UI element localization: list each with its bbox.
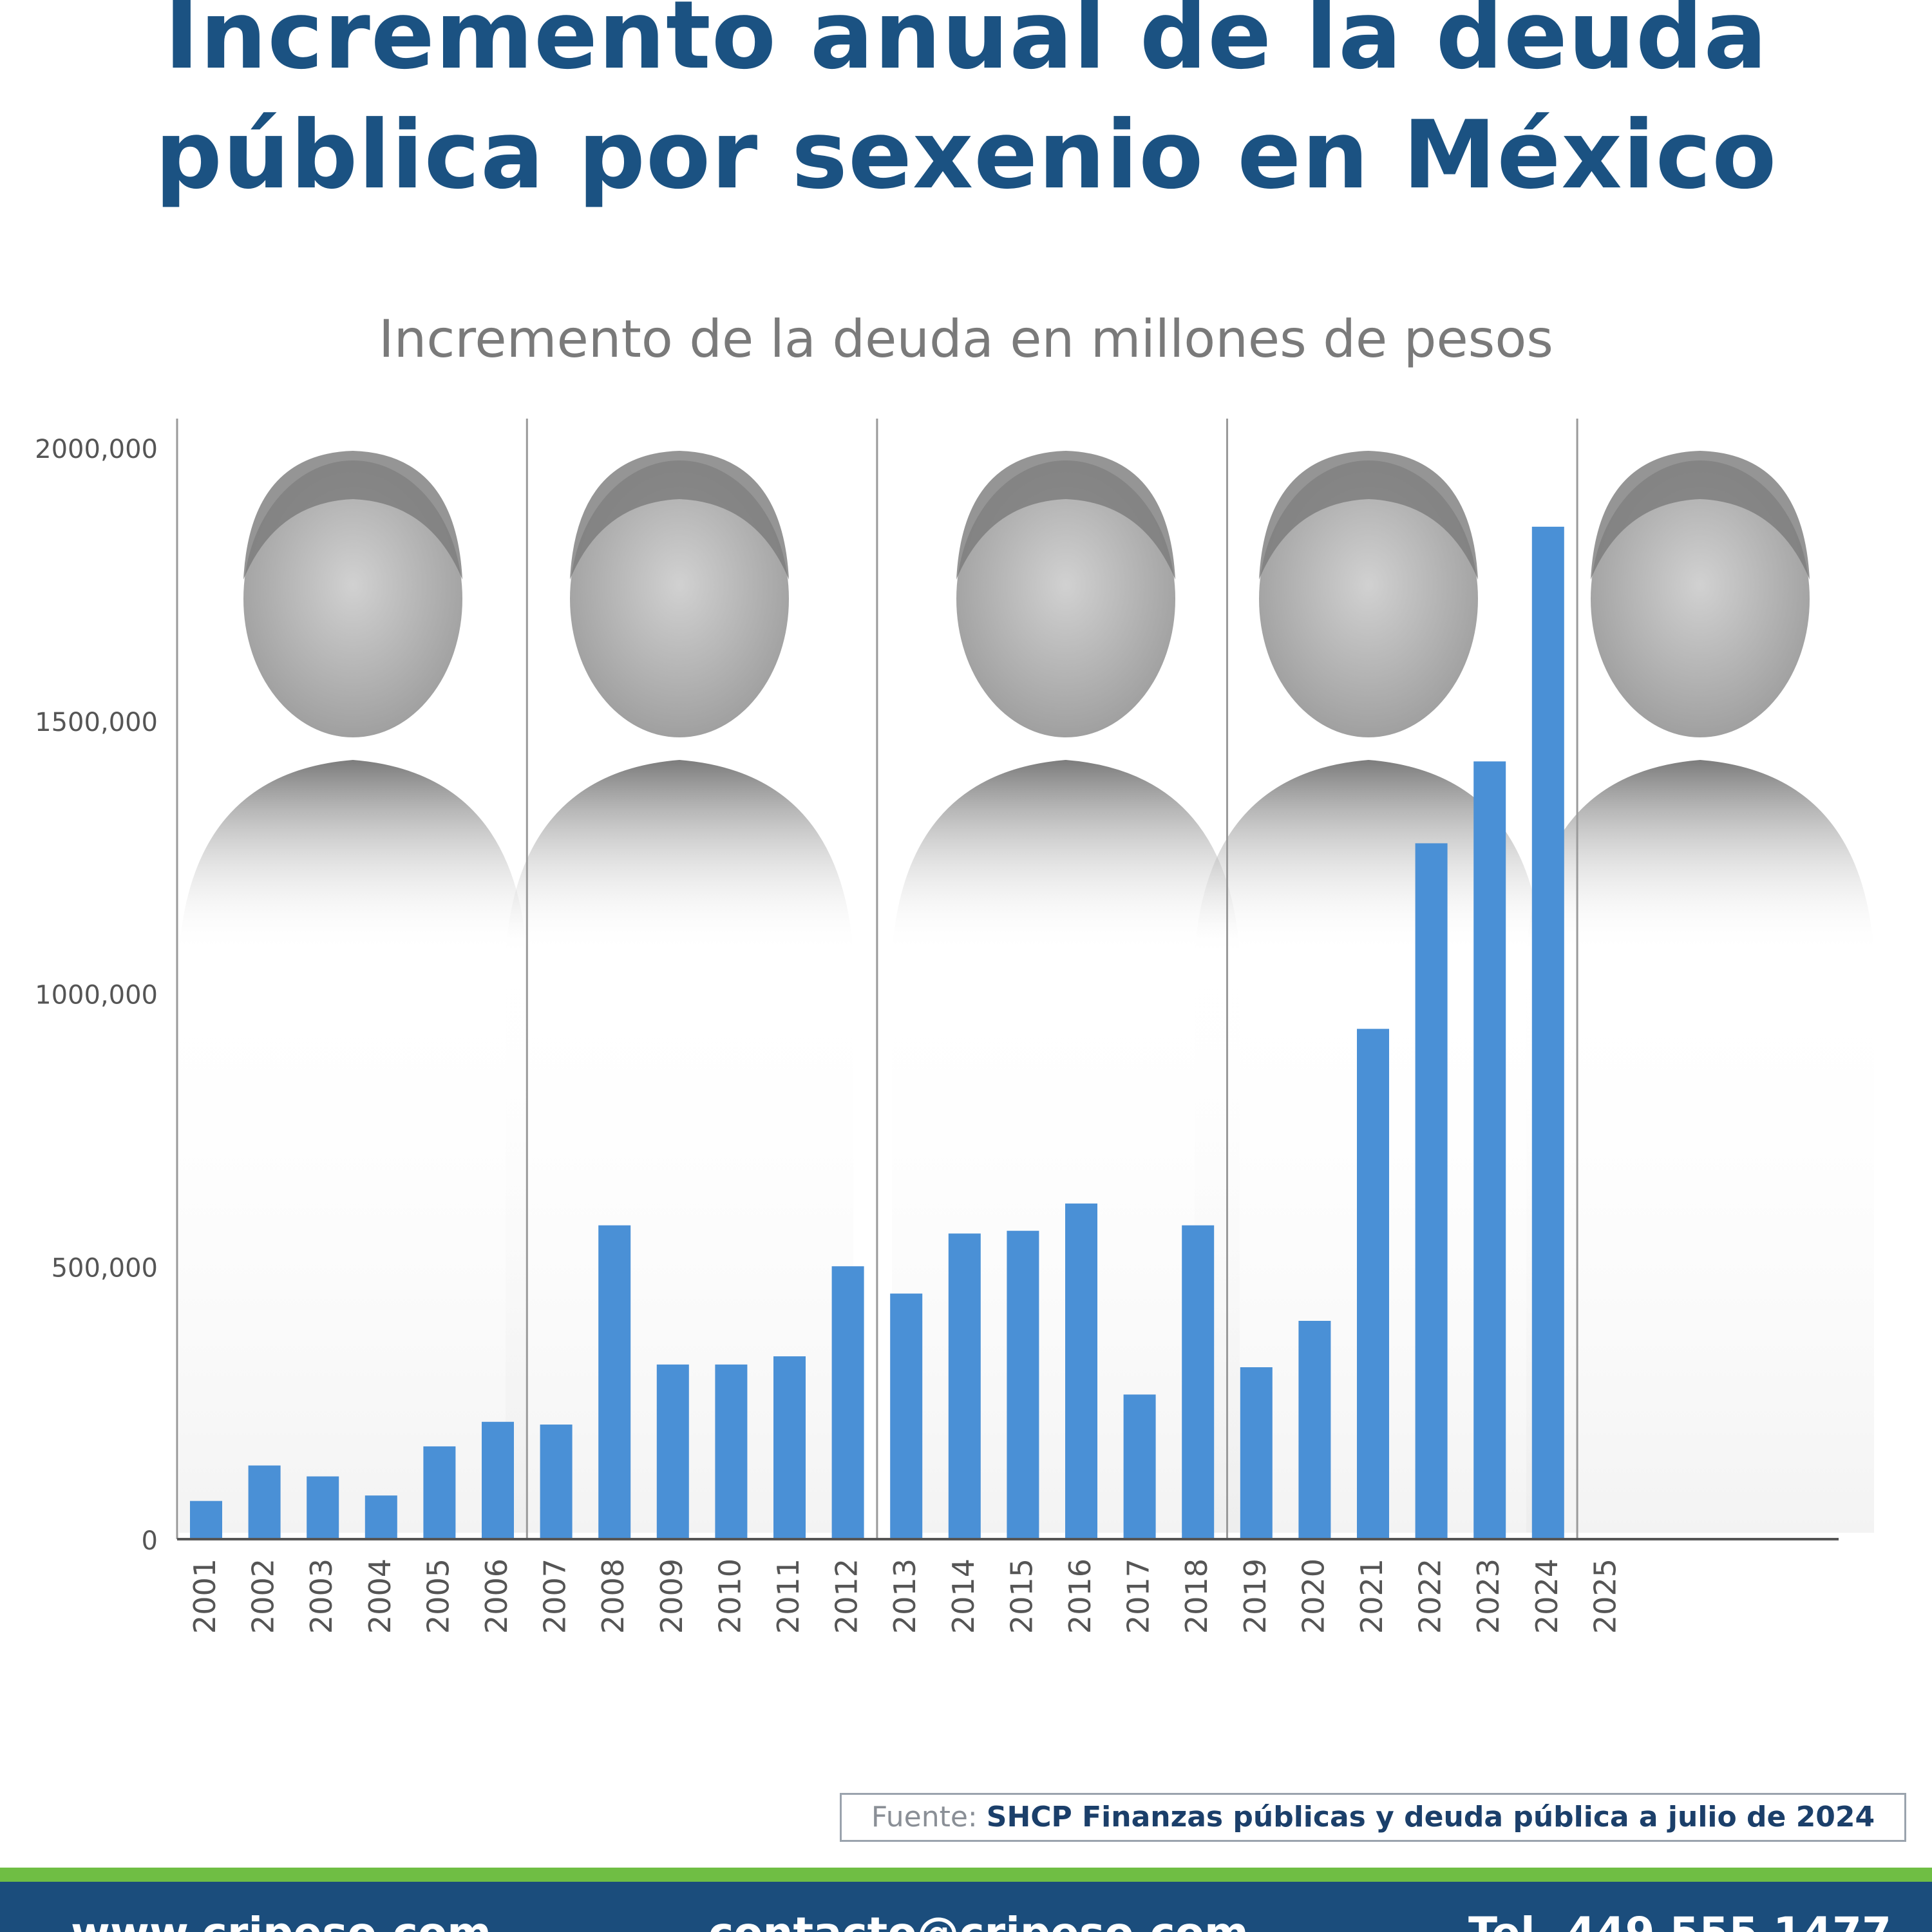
- y-tick-label: 0: [142, 1526, 158, 1556]
- x-tick-label: 2025: [1587, 1558, 1622, 1634]
- bar-2004: [365, 1495, 397, 1539]
- x-tick-label: 2018: [1179, 1558, 1214, 1634]
- x-tick-label: 2009: [654, 1558, 689, 1634]
- y-tick-label: 1000,000: [35, 981, 158, 1010]
- bar-2001: [190, 1501, 222, 1539]
- x-tick-label: 2021: [1354, 1558, 1389, 1634]
- bar-2007: [540, 1425, 573, 1539]
- bar-2008: [598, 1225, 631, 1539]
- bar-2023: [1473, 761, 1506, 1539]
- x-tick-label: 2013: [887, 1558, 922, 1634]
- x-tick-label: 2003: [304, 1558, 339, 1634]
- bar-2014: [948, 1233, 981, 1539]
- x-tick-label: 2001: [187, 1558, 222, 1634]
- x-tick-label: 2014: [946, 1558, 981, 1634]
- bar-2017: [1123, 1394, 1156, 1539]
- page-title-line-1: Incremento anual de la deuda: [164, 0, 1768, 90]
- chart-subtitle: Incremento de la deuda en millones de pe…: [379, 309, 1553, 369]
- x-tick-label: 2015: [1004, 1558, 1039, 1634]
- x-tick-label: 2024: [1530, 1558, 1564, 1634]
- sexenio-dividers: [176, 419, 1578, 1539]
- footer-website[interactable]: www.cripeso.com: [71, 1908, 491, 1932]
- bar-2012: [831, 1266, 864, 1539]
- x-tick-label: 2019: [1238, 1558, 1273, 1634]
- page-title: Incremento anual de la deuda pública por…: [0, 0, 1932, 215]
- x-tick-label: 2012: [829, 1558, 864, 1634]
- x-tick-label: 2002: [246, 1558, 281, 1634]
- y-axis: 0 500,000 1000,000 1500,000 2000,000: [35, 435, 158, 1556]
- bar-2021: [1357, 1028, 1389, 1539]
- bar-2018: [1182, 1225, 1215, 1539]
- source-note: Fuente: SHCP Finanzas públicas y deuda p…: [840, 1793, 1906, 1842]
- bar-2019: [1240, 1367, 1273, 1539]
- footer-accent-stripe: [0, 1868, 1932, 1882]
- page-title-line-2: pública por sexenio en México: [155, 100, 1777, 210]
- footer-email[interactable]: contacto@cripeso.com: [708, 1908, 1249, 1932]
- source-prefix: Fuente:: [871, 1801, 978, 1833]
- x-tick-label: 2004: [363, 1558, 397, 1634]
- portrait-2000-2006: [179, 451, 527, 1533]
- y-tick-label: 1500,000: [35, 708, 158, 737]
- footer-phone[interactable]: Tel. 449 555 1477: [1468, 1908, 1891, 1932]
- bar-2013: [890, 1293, 923, 1539]
- bar-2022: [1415, 843, 1448, 1539]
- bar-2015: [1007, 1231, 1039, 1539]
- x-tick-label: 2007: [538, 1558, 573, 1634]
- x-tick-label: 2017: [1121, 1558, 1156, 1634]
- x-tick-label: 2016: [1063, 1558, 1097, 1634]
- bar-2002: [248, 1465, 281, 1539]
- bar-2005: [423, 1446, 456, 1539]
- y-tick-label: 2000,000: [35, 435, 158, 464]
- bar-2009: [656, 1364, 689, 1539]
- x-tick-label: 2006: [479, 1558, 514, 1634]
- bar-2020: [1298, 1321, 1331, 1539]
- x-tick-label: 2005: [421, 1558, 455, 1634]
- x-tick-label: 2020: [1296, 1558, 1331, 1634]
- x-tick-label: 2011: [771, 1558, 806, 1634]
- y-tick-label: 500,000: [52, 1253, 158, 1283]
- bars: [190, 526, 1564, 1540]
- footer-bar: www.cripeso.com contacto@cripeso.com Tel…: [0, 1882, 1932, 1932]
- source-text: SHCP Finanzas públicas y deuda pública a…: [986, 1801, 1875, 1833]
- bar-2003: [307, 1476, 339, 1539]
- bar-2006: [482, 1421, 514, 1539]
- bar-2016: [1065, 1203, 1097, 1539]
- x-axis: 2001 2002 2003 2004 2005 2006 2007 2008 2009 2010…: [177, 1538, 1839, 1634]
- x-tick-label: 2008: [596, 1558, 630, 1634]
- bar-2010: [715, 1364, 748, 1539]
- bar-2024: [1531, 526, 1564, 1540]
- x-tick-label: 2022: [1413, 1558, 1448, 1634]
- x-tick-label: 2023: [1471, 1558, 1506, 1634]
- portrait-2024: [1526, 451, 1874, 1533]
- bar-2011: [773, 1356, 806, 1539]
- x-tick-label: 2010: [712, 1558, 747, 1634]
